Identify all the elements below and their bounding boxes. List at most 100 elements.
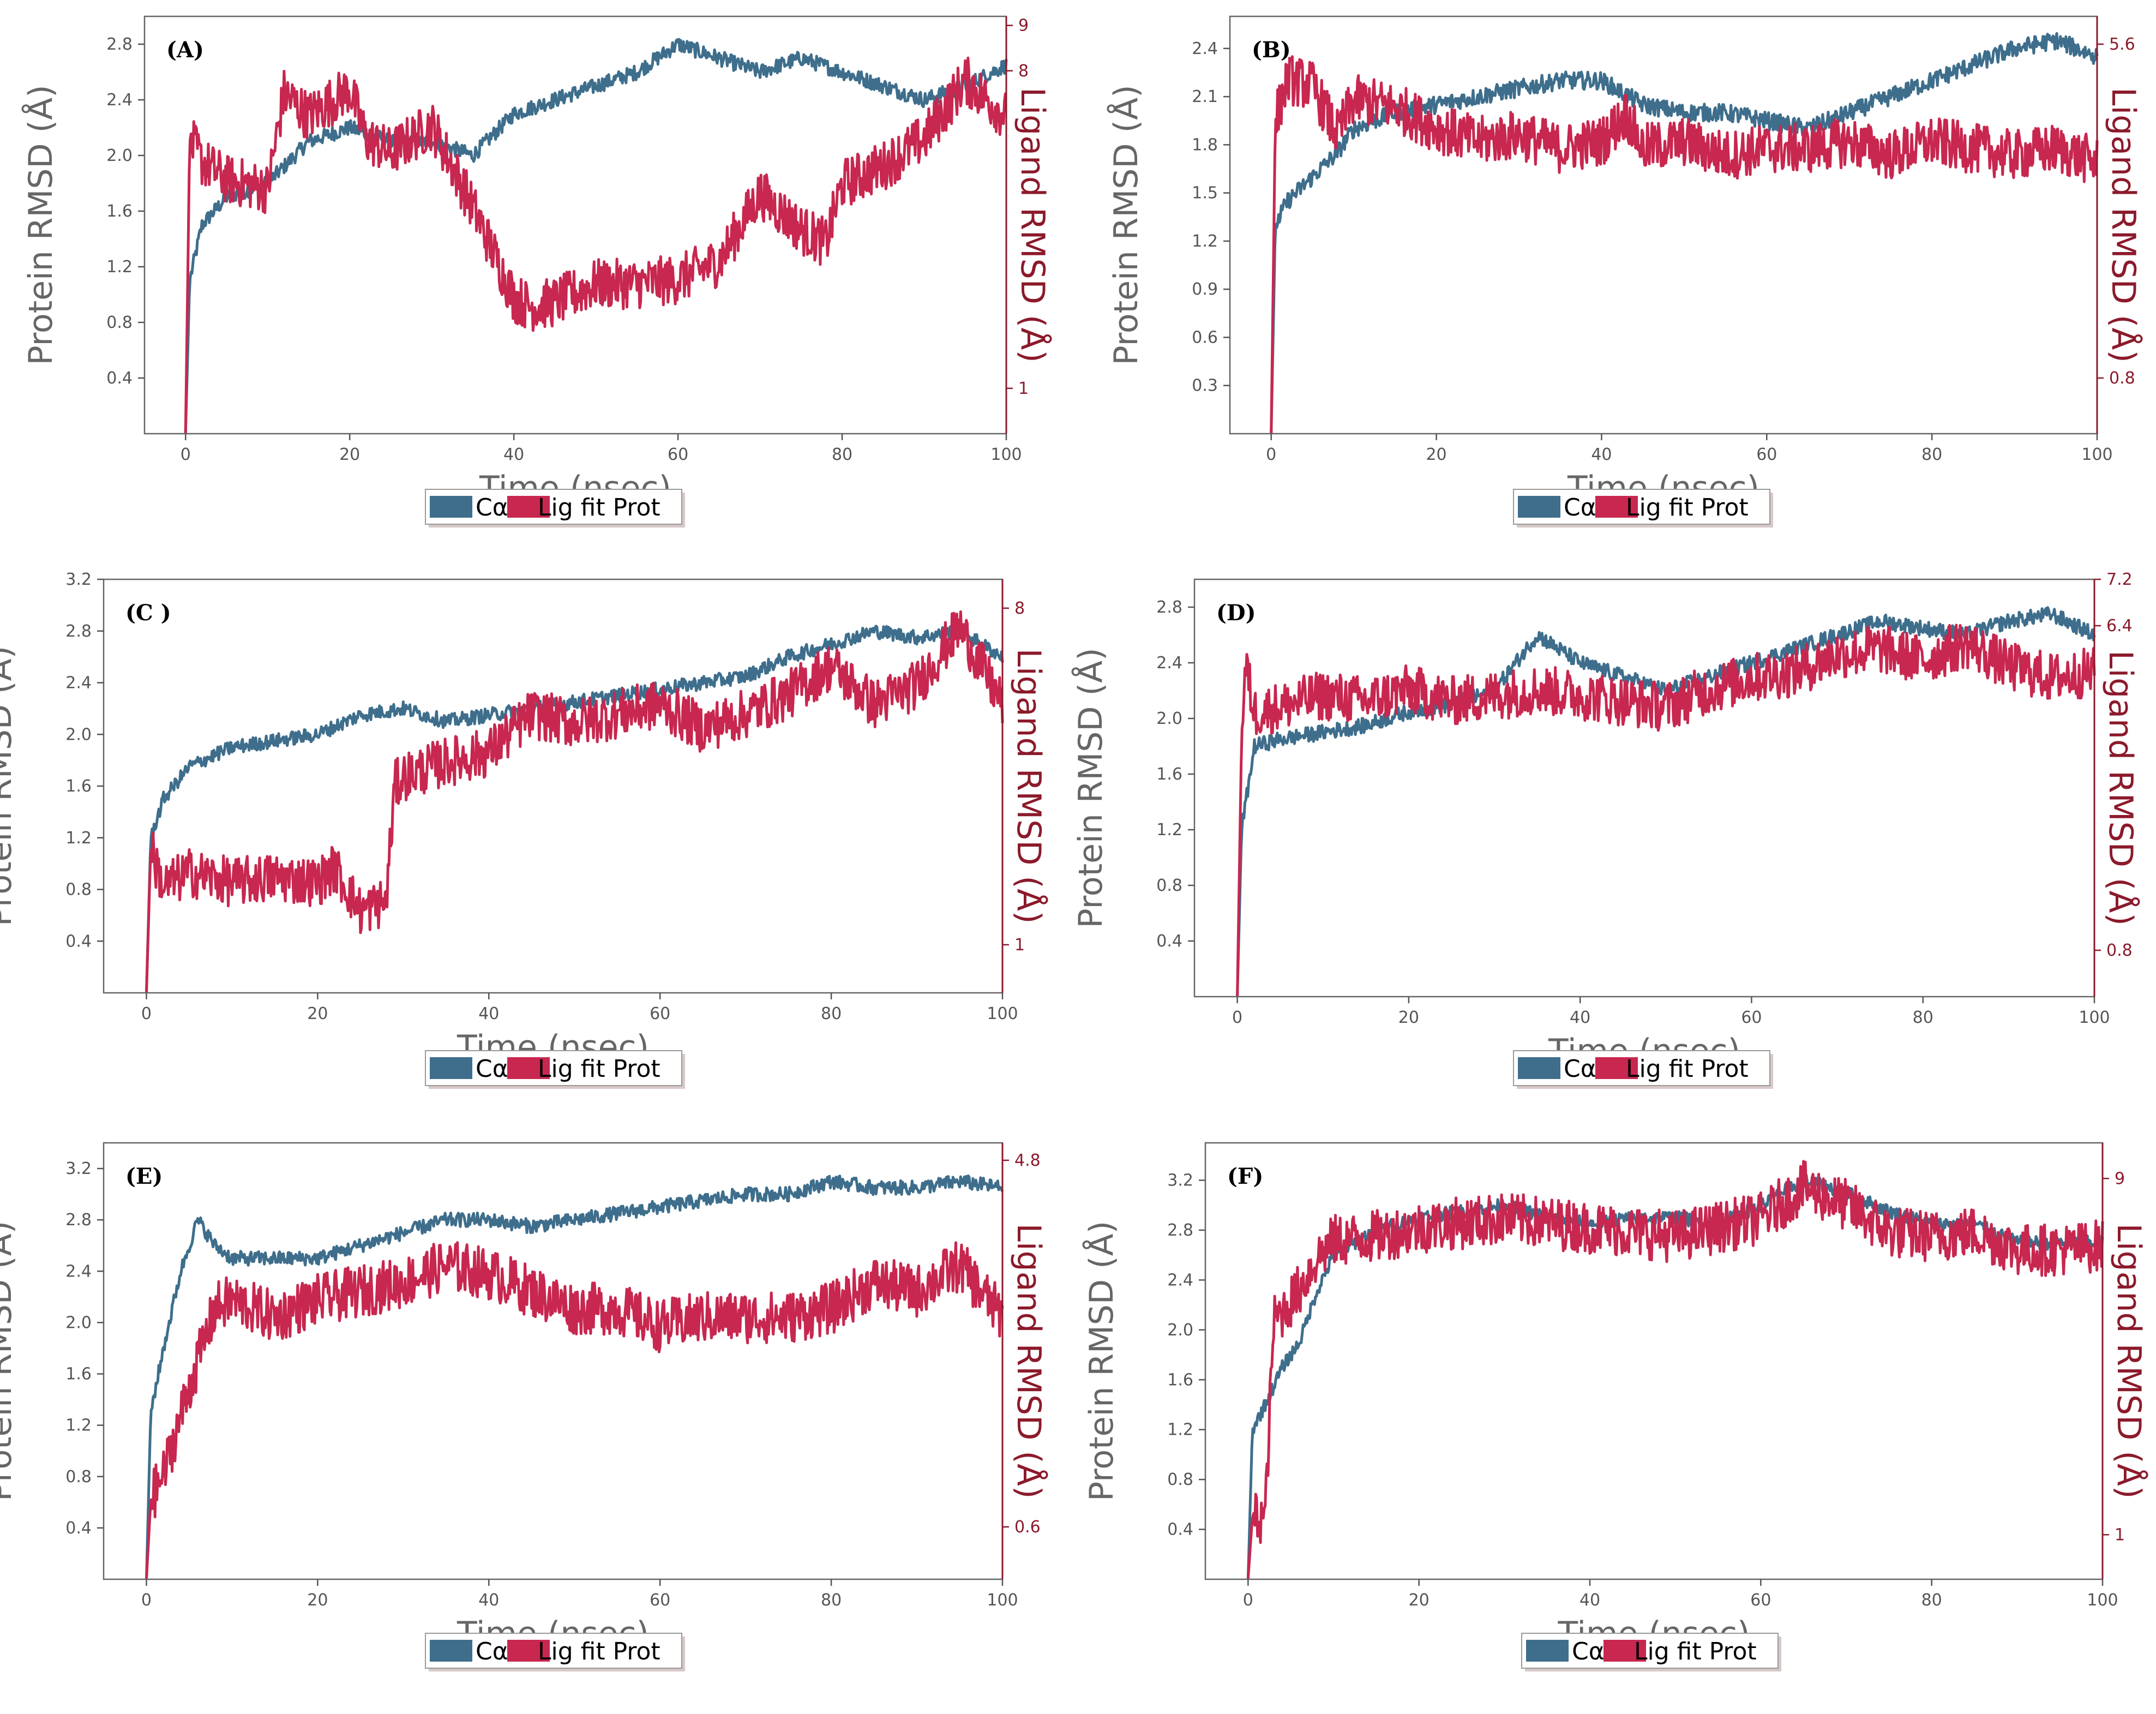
legend-swatch-protein bbox=[430, 496, 472, 518]
y-tick-label: 0.4 bbox=[106, 369, 133, 388]
plot-frame bbox=[1229, 15, 2098, 435]
y-tick-label: 2.4 bbox=[65, 674, 92, 693]
right-tick-label: 9 bbox=[1018, 16, 1029, 35]
y-tick-label: 0.4 bbox=[1167, 1520, 1193, 1539]
y-tick-label: 2.4 bbox=[1156, 654, 1182, 673]
y-tick-label: 0.8 bbox=[1167, 1470, 1193, 1489]
x-tick-label: 20 bbox=[1426, 445, 1446, 464]
panel-5: 0 20 40 60 80 100 0.4 0.8 1.2 1.6 2.0 2.4 2.8 3.2 0.6 4… bbox=[0, 1142, 1048, 1671]
y-tick-label: 1.6 bbox=[106, 202, 133, 221]
legend: Cα Lig fit Prot bbox=[1513, 1050, 1773, 1089]
ligand-series-line bbox=[145, 610, 1004, 993]
y-tick-label: 0.4 bbox=[1156, 932, 1182, 951]
panel-label: (A) bbox=[166, 37, 204, 63]
y-tick-label: 0.8 bbox=[1156, 876, 1182, 895]
y-tick-label: 1.2 bbox=[106, 257, 133, 277]
y-axis-label-right: Ligand RMSD (Å) bbox=[1010, 649, 1048, 924]
x-tick-label: 0 bbox=[1266, 445, 1276, 464]
legend: Cα Lig fit Prot bbox=[425, 1633, 685, 1671]
y-tick-label: 2.4 bbox=[106, 91, 133, 110]
x-tick-label: 60 bbox=[650, 1004, 670, 1023]
x-tick-label: 20 bbox=[307, 1591, 328, 1610]
y-tick-label: 1.6 bbox=[65, 1365, 92, 1384]
right-tick-label: 7.2 bbox=[2106, 570, 2133, 589]
y-axis-label-right: Ligand RMSD (Å) bbox=[2110, 1224, 2148, 1499]
right-tick-label: 1 bbox=[2115, 1525, 2125, 1544]
legend-label-protein: Cα bbox=[1572, 1638, 1605, 1665]
y-tick-label: 2.8 bbox=[106, 35, 133, 54]
protein-series-line bbox=[145, 1174, 1004, 1580]
y-tick-label: 0.4 bbox=[65, 932, 92, 951]
x-tick-label: 80 bbox=[1921, 445, 1942, 464]
y-tick-label: 3.2 bbox=[1167, 1171, 1193, 1190]
x-tick-label: 40 bbox=[1580, 1591, 1600, 1610]
y-tick-label: 1.2 bbox=[65, 829, 92, 848]
x-tick-label: 20 bbox=[1398, 1008, 1419, 1027]
y-axis-label: Protein RMSD (Å) bbox=[0, 1221, 19, 1501]
ligand-series-line bbox=[184, 56, 1007, 434]
legend-swatch-protein bbox=[1518, 1057, 1560, 1079]
legend-swatch-ligand bbox=[507, 496, 550, 518]
legend-swatch-ligand bbox=[1595, 1057, 1638, 1079]
panel-label: (D) bbox=[1216, 600, 1256, 626]
y-axis-label: Protein RMSD (Å) bbox=[1082, 1221, 1121, 1501]
y-axis-label-right: Ligand RMSD (Å) bbox=[1013, 87, 1052, 363]
y-tick-label: 1.2 bbox=[1192, 232, 1218, 251]
y-tick-label: 0.8 bbox=[65, 880, 92, 900]
x-tick-label: 40 bbox=[478, 1004, 499, 1023]
ligand-series-line bbox=[1236, 624, 2096, 997]
legend-swatch-ligand bbox=[507, 1057, 550, 1079]
x-tick-label: 60 bbox=[1750, 1591, 1771, 1610]
x-tick-label: 40 bbox=[1570, 1008, 1590, 1027]
legend: Cα Lig fit Prot bbox=[425, 489, 685, 528]
panel-4: 0 20 40 60 80 100 0.4 0.8 1.2 1.6 2.0 2.4 2.8 0.8 6.4 7… bbox=[1071, 570, 2140, 1089]
y-tick-label: 2.8 bbox=[65, 622, 92, 641]
legend-label-ligand: Lig fit Prot bbox=[538, 1055, 660, 1083]
y-tick-label: 2.0 bbox=[106, 146, 133, 165]
y-tick-label: 2.1 bbox=[1192, 87, 1218, 106]
right-tick-label: 6.4 bbox=[2106, 616, 2133, 636]
y-tick-label: 2.4 bbox=[65, 1262, 92, 1281]
right-tick-label: 9 bbox=[2115, 1169, 2125, 1188]
y-tick-label: 1.6 bbox=[1167, 1370, 1193, 1389]
legend-label-protein: Cα bbox=[476, 1638, 508, 1665]
legend: Cα Lig fit Prot bbox=[1513, 489, 1773, 528]
x-tick-label: 60 bbox=[668, 445, 688, 464]
y-tick-label: 0.8 bbox=[106, 313, 133, 332]
right-tick-label: 5.6 bbox=[2109, 35, 2135, 54]
x-tick-label: 0 bbox=[1232, 1008, 1242, 1027]
y-axis-label-right: Ligand RMSD (Å) bbox=[1010, 1224, 1048, 1499]
x-tick-label: 40 bbox=[1591, 445, 1612, 464]
x-tick-label: 40 bbox=[478, 1591, 499, 1610]
legend-label-ligand: Lig fit Prot bbox=[538, 1638, 660, 1665]
x-tick-label: 0 bbox=[181, 445, 191, 464]
legend-swatch-ligand bbox=[1604, 1640, 1646, 1662]
right-tick-label: 1 bbox=[1014, 936, 1025, 955]
y-tick-label: 0.8 bbox=[65, 1467, 92, 1487]
right-tick-label: 8 bbox=[1014, 599, 1025, 618]
x-tick-label: 80 bbox=[821, 1591, 842, 1610]
y-tick-label: 1.2 bbox=[1167, 1421, 1193, 1440]
legend-label-ligand: Lig fit Prot bbox=[538, 494, 660, 522]
y-axis-label: Protein RMSD (Å) bbox=[1071, 648, 1110, 928]
panel-1: 0 20 40 60 80 1000.40.81.21.62.02.42.8189(A)T… bbox=[21, 15, 1052, 528]
x-tick-label: 100 bbox=[2087, 1591, 2118, 1610]
x-tick-label: 60 bbox=[650, 1591, 670, 1610]
right-tick-label: 0.8 bbox=[2106, 941, 2133, 960]
legend-label-protein: Cα bbox=[476, 1055, 508, 1083]
panel-label: (B) bbox=[1252, 37, 1291, 63]
x-tick-label: 40 bbox=[503, 445, 524, 464]
protein-series-line bbox=[1270, 32, 2099, 434]
legend: Cα Lig fit Prot bbox=[1521, 1633, 1781, 1671]
right-tick-label: 4.8 bbox=[1014, 1151, 1041, 1170]
legend-swatch-protein bbox=[1518, 496, 1560, 518]
y-axis-label: Protein RMSD (Å) bbox=[0, 646, 19, 926]
y-tick-label: 0.6 bbox=[1192, 328, 1218, 347]
y-tick-label: 2.8 bbox=[1167, 1221, 1193, 1240]
panel-3: 0 20 40 60 80 100 0.4 0.8 1.2 1.6 2.0 2.4 2.8 3.2 1 8 (C… bbox=[0, 570, 1048, 1089]
panel-label: (F) bbox=[1227, 1164, 1263, 1189]
legend-swatch-ligand bbox=[507, 1640, 550, 1662]
y-axis-label: Protein RMSD (Å) bbox=[21, 85, 60, 365]
y-tick-label: 1.6 bbox=[1156, 765, 1182, 784]
